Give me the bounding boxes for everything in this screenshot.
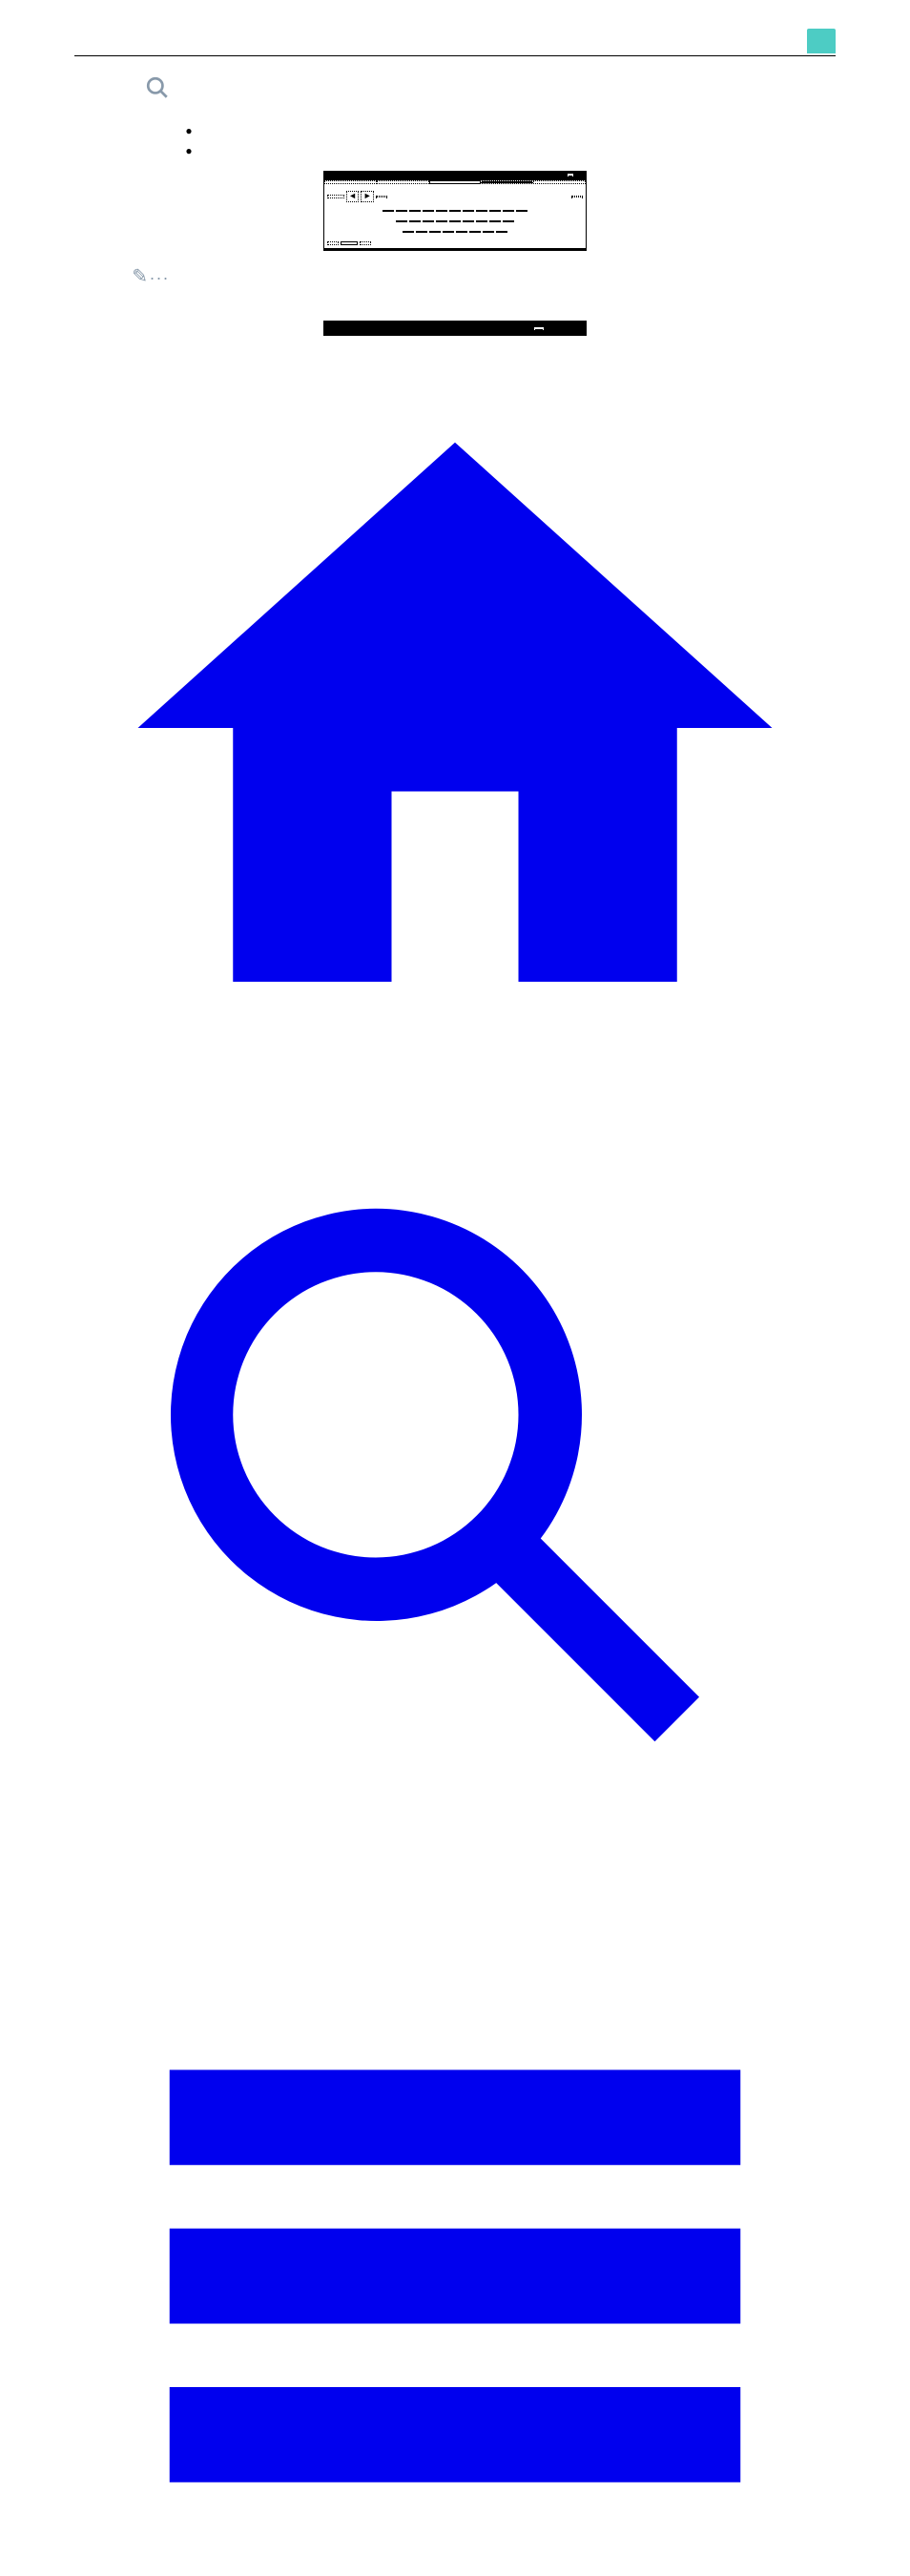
key[interactable] xyxy=(409,210,421,212)
page-header xyxy=(74,29,836,56)
kbd-row2 xyxy=(326,217,584,227)
btn-delete[interactable] xyxy=(376,196,387,197)
key[interactable] xyxy=(463,220,474,222)
tab-onetouch[interactable] xyxy=(324,180,377,184)
detail-icon xyxy=(74,73,177,100)
bullet-mark: ● xyxy=(177,123,200,139)
tab-dial[interactable] xyxy=(429,180,482,184)
kbd-row1 xyxy=(326,206,584,217)
fig1-onhook[interactable] xyxy=(568,174,573,176)
fig1-chain[interactable] xyxy=(576,174,582,176)
bullet-mark: ● xyxy=(177,143,200,159)
key[interactable] xyxy=(476,210,487,212)
key[interactable] xyxy=(436,210,447,212)
btn-alpha[interactable] xyxy=(341,241,358,245)
note-icon: ✎... xyxy=(74,262,177,288)
arrow-left-icon[interactable]: ◄ xyxy=(346,191,359,202)
key[interactable] xyxy=(503,220,514,222)
key[interactable] xyxy=(403,231,414,233)
key[interactable] xyxy=(489,220,501,222)
key[interactable] xyxy=(396,220,407,222)
key[interactable] xyxy=(449,220,461,222)
btn-joblist[interactable] xyxy=(324,248,334,250)
key[interactable] xyxy=(383,210,394,212)
key[interactable] xyxy=(476,220,487,222)
btn-domain[interactable] xyxy=(571,196,583,197)
key[interactable] xyxy=(396,210,407,212)
tab-search[interactable] xyxy=(377,180,429,184)
key[interactable] xyxy=(469,231,481,233)
kbd-row3 xyxy=(326,227,584,238)
tab-quality[interactable] xyxy=(481,180,533,184)
key[interactable] xyxy=(416,231,427,233)
key[interactable] xyxy=(436,220,447,222)
memory-label xyxy=(578,248,586,250)
key[interactable] xyxy=(429,231,441,233)
tab-faxmenu[interactable] xyxy=(533,180,586,184)
key[interactable] xyxy=(456,231,467,233)
fig2-onhook[interactable] xyxy=(534,327,544,329)
btn-change-mode[interactable] xyxy=(327,241,339,245)
key[interactable] xyxy=(496,231,507,233)
key[interactable] xyxy=(423,210,434,212)
btn-add[interactable] xyxy=(327,195,344,198)
key[interactable] xyxy=(503,210,514,212)
btn-caps[interactable] xyxy=(360,241,371,245)
key[interactable] xyxy=(443,231,454,233)
fax-screen-1: ◄ ► xyxy=(323,171,587,251)
key[interactable] xyxy=(516,210,527,212)
arrow-right-icon[interactable]: ► xyxy=(361,191,373,202)
fax-screen-2 xyxy=(323,321,587,336)
key[interactable] xyxy=(409,220,421,222)
header-chapter-badge xyxy=(807,29,836,53)
key[interactable] xyxy=(449,210,461,212)
key[interactable] xyxy=(483,231,494,233)
key[interactable] xyxy=(423,220,434,222)
key[interactable] xyxy=(463,210,474,212)
key[interactable] xyxy=(489,210,501,212)
